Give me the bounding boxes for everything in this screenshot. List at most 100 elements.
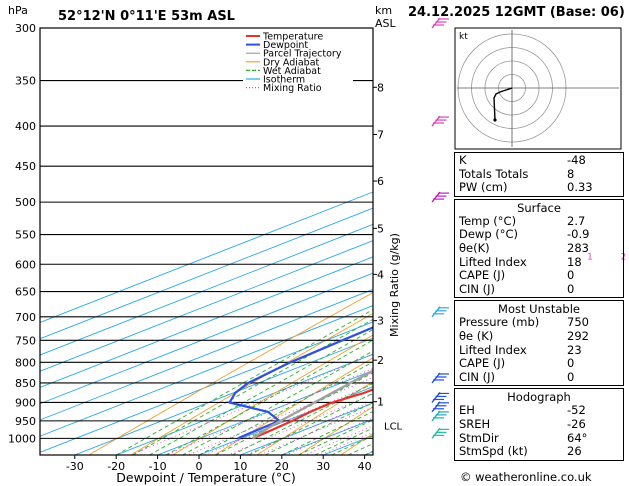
surface-cin-row: CIN (J) 0 — [459, 282, 619, 297]
pw-row: PW (cm) 0.33 — [459, 181, 619, 195]
wind-barb-staff — [431, 401, 441, 413]
wind-barb — [431, 410, 449, 422]
stmspd-label: StmSpd (kt) — [459, 444, 528, 459]
pressure-tick-label: 350 — [15, 75, 36, 88]
wind-barb — [431, 372, 449, 384]
mu-cin-value: 0 — [567, 369, 575, 384]
eh-row: EH -52 — [459, 404, 619, 418]
surface-theta-value: 283 — [567, 240, 589, 255]
isotherm-line — [40, 305, 373, 437]
dry-adiabat-line — [256, 381, 373, 455]
isotherm-line — [40, 256, 373, 388]
dewpoint-curve — [228, 326, 373, 440]
mu-cape-value: 0 — [567, 356, 575, 371]
km-tick-label: 1 — [377, 396, 384, 409]
pressure-tick-label: 800 — [15, 356, 36, 369]
mixing-ratio-label: 1 — [587, 252, 592, 262]
surface-cape-row: CAPE (J) 0 — [459, 269, 619, 283]
k-label: K — [459, 153, 467, 167]
indices-box: K -48 Totals Totals 8 PW (cm) 0.33 — [454, 152, 624, 197]
isotherm-line — [116, 353, 373, 455]
dry-adiabat-line — [88, 292, 373, 455]
eh-label: EH — [459, 403, 475, 418]
pw-value: 0.33 — [567, 180, 593, 195]
mu-li-value: 23 — [567, 342, 582, 357]
legend-entry: Wet Adiabat — [263, 66, 321, 77]
surface-title: Surface — [517, 200, 561, 215]
wind-barb — [431, 401, 449, 413]
wind-barb-staff — [431, 306, 441, 318]
mu-cin-label: CIN (J) — [459, 369, 496, 384]
legend-entry: Mixing Ratio — [263, 83, 322, 94]
wind-barb — [431, 17, 449, 29]
wet-adiabat-line — [198, 361, 373, 455]
mu-pressure-label: Pressure (mb) — [459, 315, 540, 330]
mu-li-row: Lifted Index 23 — [459, 342, 619, 358]
stmspd-row: StmSpd (kt) 26 — [459, 444, 619, 459]
legend-entry: Temperature — [262, 32, 323, 43]
hodograph-frame — [454, 27, 622, 150]
surface-li-value: 18 — [567, 254, 582, 269]
hodograph-title: Hodograph — [507, 390, 571, 405]
km-tick-label: 7 — [377, 128, 384, 141]
hodograph-point — [493, 118, 497, 122]
hpa-unit-label: hPa — [8, 4, 28, 17]
k-value: -48 — [567, 153, 586, 167]
isotherm-line — [40, 240, 373, 372]
pressure-tick-label: 850 — [15, 377, 36, 390]
km-tick-label: 5 — [377, 222, 384, 235]
km-tick-label: 3 — [377, 315, 384, 328]
dry-adiabat-line — [172, 334, 373, 455]
surface-theta-label: θe(K) — [459, 240, 490, 255]
legend-entry: Dry Adiabat — [263, 57, 320, 68]
wind-barb-staff — [431, 372, 441, 384]
x-axis-label: Dewpoint / Temperature (°C) — [116, 470, 295, 485]
wind-barb-staff — [431, 427, 441, 439]
isotherm-line — [40, 207, 373, 340]
plot-frame — [39, 27, 374, 456]
parcel-trajectory-curve — [251, 369, 373, 440]
sreh-label: SREH — [459, 416, 491, 431]
mu-theta-value: 292 — [567, 328, 589, 343]
surface-cape-label: CAPE (J) — [459, 268, 506, 283]
dry-adiabat-line — [298, 406, 373, 455]
wind-barb-staff — [431, 410, 441, 422]
x-tick-label: 10 — [233, 460, 247, 473]
surface-dewp-value: -0.9 — [567, 227, 590, 242]
mu-cape-row: CAPE (J) 0 — [459, 357, 619, 371]
stmdir-value: 64° — [567, 430, 588, 445]
pressure-tick-label: 700 — [15, 311, 36, 324]
location-title: 52°12'N 0°11'E 53m ASL — [58, 9, 235, 24]
mu-pressure-row: Pressure (mb) 750 — [459, 316, 619, 330]
totals-label: Totals Totals — [459, 166, 529, 181]
wind-barb-staff — [431, 17, 441, 29]
km-tick-label: 2 — [377, 354, 384, 367]
pw-label: PW (cm) — [459, 180, 508, 195]
sreh-row: SREH -26 — [459, 416, 619, 432]
hodograph-stats-box: Hodograph EH -52 SREH -26 StmDir 64° StmSpd… — [454, 388, 624, 461]
mu-cin-row: CIN (J) 0 — [459, 369, 619, 385]
pressure-tick-label: 450 — [15, 160, 36, 173]
wind-barb — [431, 191, 449, 203]
mu-li-label: Lifted Index — [459, 342, 527, 357]
asl-unit-label: ASL — [375, 17, 397, 30]
run-datetime: 24.12.2025 12GMT (Base: 06) — [408, 5, 625, 20]
wind-barb — [431, 115, 449, 127]
surface-li-label: Lifted Index — [459, 254, 527, 269]
lcl-label: LCL — [384, 422, 403, 433]
km-tick-label: 6 — [377, 175, 384, 188]
stmspd-value: 26 — [567, 444, 582, 459]
x-tick-label: 0 — [196, 460, 203, 473]
surface-cape-value: 0 — [567, 268, 575, 283]
eh-value: -52 — [567, 403, 586, 418]
surface-temp-value: 2.7 — [567, 213, 586, 228]
wind-barbs — [431, 17, 449, 439]
totals-row: Totals Totals 8 — [459, 166, 619, 182]
pressure-tick-label: 900 — [15, 396, 36, 409]
x-tick-label: 30 — [316, 460, 330, 473]
wind-barb — [431, 392, 449, 403]
wet-adiabat-line — [265, 402, 373, 455]
pressure-tick-label: 550 — [15, 229, 36, 242]
